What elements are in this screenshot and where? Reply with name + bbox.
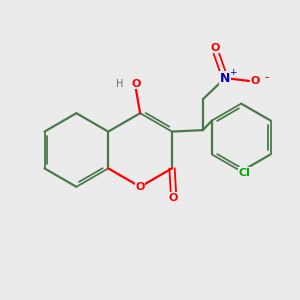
Text: N: N	[220, 71, 230, 85]
Text: Cl: Cl	[238, 168, 250, 178]
Text: H: H	[116, 79, 123, 89]
Text: O: O	[251, 76, 260, 86]
Text: +: +	[230, 68, 237, 77]
Text: -: -	[265, 71, 269, 84]
Text: O: O	[131, 79, 140, 89]
Text: O: O	[210, 43, 219, 53]
Text: O: O	[136, 182, 145, 192]
Text: O: O	[169, 193, 178, 203]
